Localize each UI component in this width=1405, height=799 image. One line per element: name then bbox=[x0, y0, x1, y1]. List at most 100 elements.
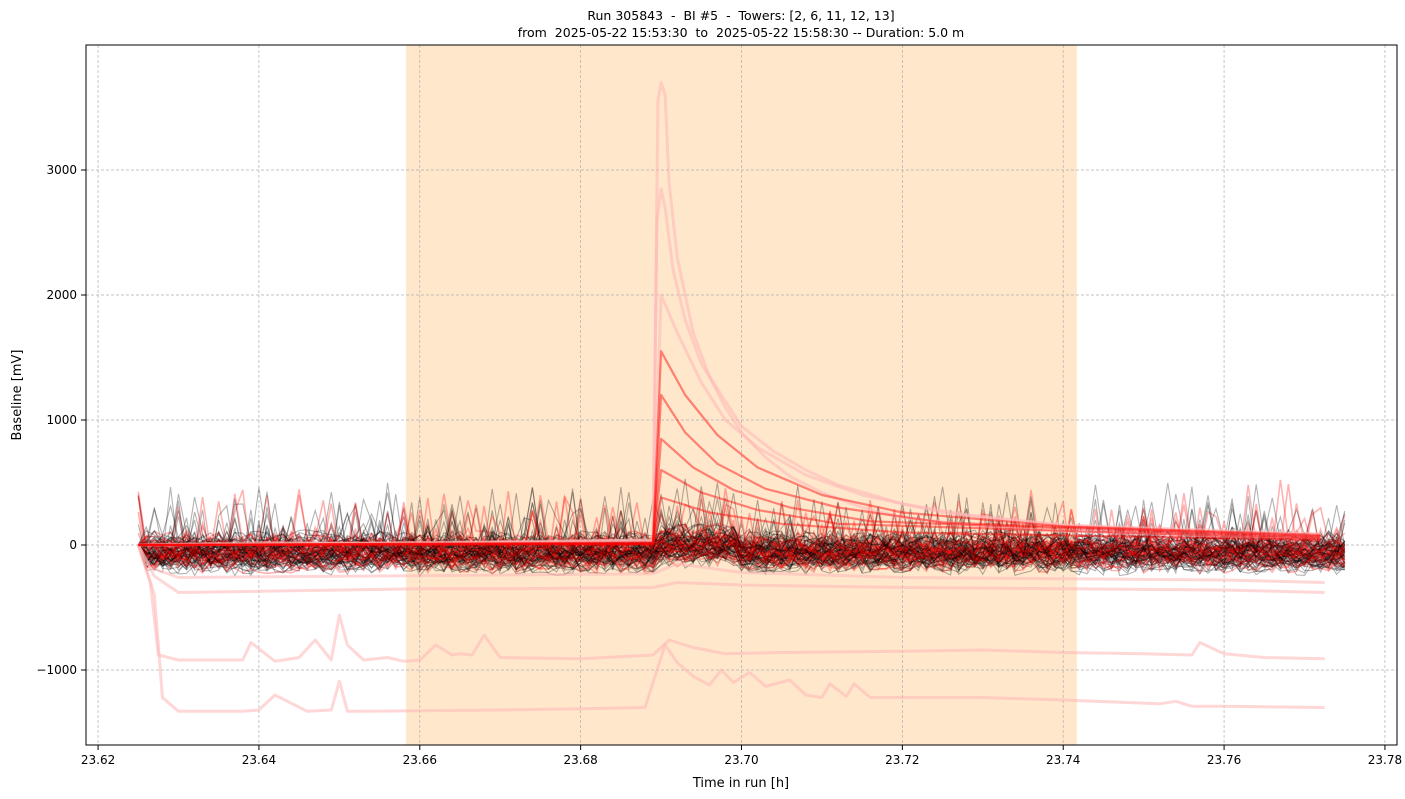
black-noise-trace bbox=[137, 493, 1345, 563]
black-noise-trace bbox=[138, 482, 1345, 552]
black-noise-trace bbox=[137, 519, 1346, 570]
x-tick-label: 23.78 bbox=[1368, 753, 1402, 767]
x-tick-label: 23.72 bbox=[885, 753, 919, 767]
black-noise-trace bbox=[137, 496, 1346, 556]
red-noise-trace bbox=[137, 493, 1346, 563]
series-line-9 bbox=[138, 393, 1321, 547]
red-noise-trace bbox=[137, 483, 1346, 558]
series-line-2 bbox=[136, 544, 1325, 713]
black-noise-trace bbox=[137, 504, 1345, 567]
red-noise-trace bbox=[138, 493, 1346, 564]
x-tick-label: 23.74 bbox=[1046, 753, 1080, 767]
black-noise-trace bbox=[137, 500, 1346, 572]
red-noise-trace bbox=[137, 501, 1345, 573]
red-noise-trace bbox=[137, 484, 1346, 556]
black-noise-trace bbox=[138, 499, 1345, 561]
tick-layer: 23.62 23.64 23.66 23.68 23.70 23.72 23.74 23.76… bbox=[36, 163, 1402, 767]
x-tick-label: 23.62 bbox=[81, 753, 115, 767]
black-noise-trace bbox=[137, 517, 1346, 572]
black-noise-trace bbox=[138, 484, 1345, 554]
black-noise-trace bbox=[137, 517, 1345, 568]
series-line-11 bbox=[138, 468, 1321, 547]
red-noise-trace bbox=[137, 488, 1346, 564]
series-line-4 bbox=[136, 544, 1325, 584]
series-line-1 bbox=[136, 544, 1325, 663]
red-noise-trace bbox=[137, 519, 1346, 573]
red-noise-trace bbox=[137, 495, 1346, 557]
red-noise-trace bbox=[138, 491, 1346, 563]
black-noise-trace bbox=[137, 502, 1346, 570]
y-axis-label: Baseline [mV] bbox=[10, 350, 25, 441]
black-noise-trace bbox=[137, 504, 1346, 567]
black-noise-trace bbox=[137, 508, 1346, 560]
x-tick-label: 23.76 bbox=[1207, 753, 1241, 767]
series-line-12 bbox=[138, 496, 1321, 547]
black-noise-trace bbox=[137, 502, 1346, 570]
black-noise-trace bbox=[137, 498, 1346, 575]
red-noise-trace bbox=[138, 504, 1346, 561]
black-noise-trace bbox=[138, 509, 1346, 571]
black-noise-trace bbox=[137, 496, 1345, 574]
red-noise-trace bbox=[137, 509, 1346, 571]
red-noise-trace bbox=[137, 501, 1346, 571]
black-noise-trace bbox=[138, 487, 1346, 552]
x-tick-label: 23.66 bbox=[403, 753, 437, 767]
red-noise-trace bbox=[137, 506, 1345, 572]
black-noise-trace bbox=[137, 485, 1346, 556]
series-layer bbox=[136, 81, 1325, 713]
x-tick-label: 23.64 bbox=[242, 753, 276, 767]
black-noise-trace bbox=[137, 499, 1346, 569]
red-noise-trace bbox=[137, 508, 1346, 576]
black-noise-trace bbox=[138, 493, 1345, 552]
red-noise-trace bbox=[137, 500, 1346, 553]
y-tick-label: −1000 bbox=[36, 663, 77, 677]
black-noise-trace bbox=[138, 501, 1346, 566]
black-noise-trace bbox=[137, 501, 1345, 566]
grid-layer bbox=[86, 45, 1397, 745]
black-noise-trace bbox=[137, 507, 1346, 578]
chart-title-line1: Run 305843 - BI #5 - Towers: [2, 6, 11, … bbox=[587, 8, 894, 23]
chart-title-line2: from 2025-05-22 15:53:30 to 2025-05-22 1… bbox=[518, 25, 964, 40]
black-noise-trace bbox=[137, 497, 1345, 565]
black-noise-trace bbox=[138, 501, 1346, 560]
y-tick-label: 2000 bbox=[46, 288, 77, 302]
black-noise-trace bbox=[137, 502, 1346, 568]
black-noise-trace bbox=[137, 516, 1346, 565]
black-noise-trace bbox=[137, 498, 1345, 565]
red-noise-trace bbox=[138, 501, 1346, 564]
black-noise-trace bbox=[137, 508, 1345, 573]
black-noise-trace bbox=[137, 499, 1346, 567]
black-noise-trace bbox=[138, 488, 1346, 557]
x-axis-label: Time in run [h] bbox=[692, 776, 789, 791]
black-noise-trace bbox=[138, 512, 1346, 561]
x-tick-label: 23.68 bbox=[563, 753, 597, 767]
black-noise-trace bbox=[137, 518, 1346, 576]
red-noise-trace bbox=[137, 509, 1345, 569]
black-noise-trace bbox=[137, 503, 1346, 565]
black-noise-trace bbox=[137, 517, 1346, 574]
red-noise-trace bbox=[137, 495, 1346, 561]
red-noise-trace bbox=[137, 479, 1345, 553]
black-noise-trace bbox=[137, 482, 1346, 554]
red-noise-trace bbox=[137, 509, 1346, 567]
y-tick-label: 3000 bbox=[46, 163, 77, 177]
red-noise-trace bbox=[137, 489, 1345, 560]
black-noise-trace bbox=[137, 500, 1345, 556]
series-line-8 bbox=[138, 350, 1321, 547]
black-noise-trace bbox=[137, 496, 1346, 565]
red-noise-trace bbox=[138, 506, 1346, 564]
red-noise-trace bbox=[137, 503, 1346, 568]
black-noise-trace bbox=[137, 509, 1345, 569]
black-noise-trace bbox=[137, 514, 1346, 569]
black-noise-trace bbox=[137, 513, 1345, 571]
series-line-3 bbox=[136, 544, 1325, 594]
x-tick-label: 23.70 bbox=[724, 753, 758, 767]
black-noise-trace bbox=[137, 500, 1345, 572]
series-line-10 bbox=[138, 437, 1321, 547]
series-line-7 bbox=[138, 293, 1321, 547]
y-tick-label: 0 bbox=[69, 538, 77, 552]
black-noise-trace bbox=[138, 493, 1345, 568]
black-noise-trace bbox=[137, 486, 1346, 562]
red-noise-trace bbox=[138, 500, 1346, 568]
